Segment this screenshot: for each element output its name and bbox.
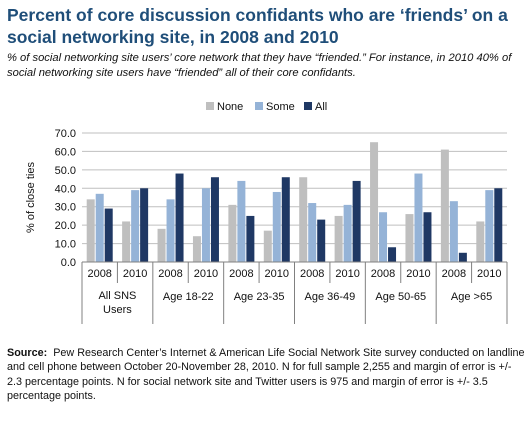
bar-all xyxy=(494,188,503,262)
group-label: Age 18-22 xyxy=(163,291,214,303)
x-tick-label: 2008 xyxy=(158,268,182,280)
bar-some xyxy=(308,203,317,262)
x-tick-label: 2010 xyxy=(335,268,359,280)
bar-some xyxy=(485,190,494,262)
group-label-line2: Users xyxy=(103,304,132,316)
bar-all xyxy=(175,173,184,262)
legend-label-some: Some xyxy=(266,101,295,113)
bar-all xyxy=(317,219,326,262)
y-tick-label: 10.0 xyxy=(55,239,76,251)
source-note: Source: Pew Research Center’s Internet &… xyxy=(7,346,527,404)
bar-all xyxy=(281,177,290,262)
bar-all xyxy=(423,212,432,262)
group-label-line1: All SNS xyxy=(98,290,136,302)
y-tick-label: 60.0 xyxy=(55,146,76,158)
x-tick-label: 2008 xyxy=(87,268,111,280)
bar-all xyxy=(458,252,467,262)
bar-some xyxy=(95,193,104,262)
bar-none xyxy=(228,204,237,262)
legend-swatch-some xyxy=(255,102,263,110)
y-tick-label: 20.0 xyxy=(55,220,76,232)
y-tick-label: 30.0 xyxy=(55,202,76,214)
bar-none xyxy=(86,199,95,262)
bar-none xyxy=(476,221,485,262)
bar-some xyxy=(343,204,352,262)
source-label: Source: xyxy=(7,347,48,359)
bar-all xyxy=(140,188,149,262)
x-tick-label: 2010 xyxy=(265,268,289,280)
bar-none xyxy=(334,215,343,262)
x-tick-label: 2008 xyxy=(371,268,395,280)
bar-none xyxy=(405,214,414,262)
y-tick-label: 70.0 xyxy=(55,128,76,140)
bar-all xyxy=(246,215,255,262)
bar-none xyxy=(370,142,379,262)
x-tick-label: 2010 xyxy=(406,268,430,280)
legend-swatch-all xyxy=(304,102,312,110)
y-tick-label: 0.0 xyxy=(61,257,76,269)
x-tick-label: 2008 xyxy=(229,268,253,280)
bar-some xyxy=(237,180,246,262)
bar-some xyxy=(131,190,140,262)
bar-all xyxy=(388,247,397,262)
bar-none xyxy=(263,230,272,262)
legend-label-all: All xyxy=(315,101,327,113)
bar-some xyxy=(201,188,210,262)
bar-none xyxy=(440,149,449,262)
bar-none xyxy=(192,236,201,262)
x-tick-label: 2010 xyxy=(477,268,501,280)
group-label: Age 36-49 xyxy=(305,291,356,303)
x-tick-label: 2010 xyxy=(194,268,218,280)
bar-some xyxy=(449,201,458,262)
y-axis-label: % of close ties xyxy=(25,162,37,233)
chart-subtitle: % of social networking site users’ core … xyxy=(7,52,512,79)
source-text: Pew Research Center’s Internet & America… xyxy=(7,347,525,403)
chart-title: Percent of core discussion confidants wh… xyxy=(7,5,508,47)
group-label: Age >65 xyxy=(451,291,492,303)
bar-some xyxy=(272,191,281,262)
bar-some xyxy=(166,199,175,262)
bar-all xyxy=(104,208,113,262)
x-tick-label: 2010 xyxy=(123,268,147,280)
y-tick-label: 50.0 xyxy=(55,165,76,177)
y-tick-label: 40.0 xyxy=(55,183,76,195)
x-tick-label: 2008 xyxy=(300,268,324,280)
bar-all xyxy=(352,180,361,262)
bar-some xyxy=(414,173,423,262)
group-label: Age 50-65 xyxy=(375,291,426,303)
legend-label-none: None xyxy=(217,101,243,113)
bar-all xyxy=(210,177,219,262)
bar-some xyxy=(379,212,388,262)
x-tick-label: 2008 xyxy=(442,268,466,280)
bar-none xyxy=(122,221,131,262)
bar-chart: 0.0 10.0 20.0 30.0 40.0 50.0 60.0 70.0 % of clos… xyxy=(25,101,508,324)
group-label: Age 23-35 xyxy=(234,291,285,303)
legend-swatch-none xyxy=(206,102,214,110)
bar-none xyxy=(157,228,166,262)
bar-none xyxy=(299,177,308,262)
